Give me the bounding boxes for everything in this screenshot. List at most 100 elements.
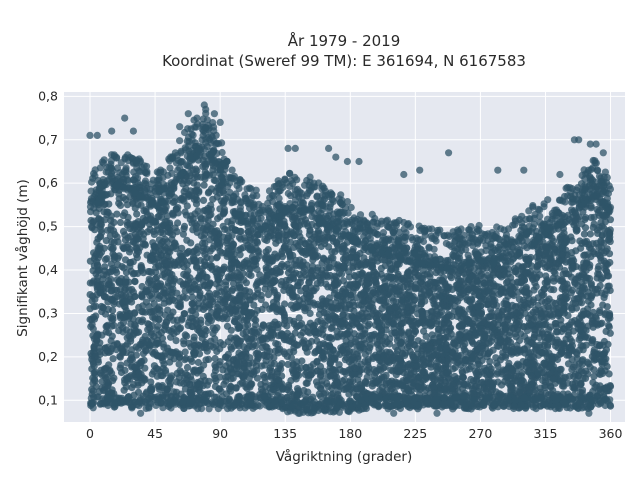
data-point [210,371,218,379]
data-point [419,315,427,323]
data-point [199,382,207,390]
data-point [243,317,251,325]
data-point [195,350,204,358]
data-point [442,333,450,342]
data-point [222,281,230,289]
data-point [254,290,262,298]
data-point [161,235,169,243]
data-point [605,323,613,331]
data-point [206,280,214,288]
data-point [89,313,98,321]
data-point [133,210,141,218]
data-point [188,300,196,308]
data-point [556,365,564,374]
data-point [128,354,136,362]
data-point [108,245,116,253]
data-point [128,384,136,392]
data-point [538,369,546,377]
data-point [530,388,538,396]
data-point [439,301,447,309]
data-point [270,231,278,239]
data-point [204,216,212,224]
data-point [291,329,299,337]
data-point [556,297,564,305]
data-point [589,323,597,331]
data-point [262,301,270,309]
data-point [180,340,188,348]
data-point [528,352,536,360]
data-point [169,308,177,316]
data-point [457,321,465,329]
data-point [396,355,404,363]
data-point [262,343,270,351]
data-point [485,313,493,321]
data-point [361,378,369,386]
data-point [530,334,538,342]
data-point [232,227,241,235]
data-point [185,192,193,201]
data-point [169,198,177,206]
data-point [350,302,358,310]
data-point [605,250,614,258]
data-point [402,349,410,357]
data-point [281,300,289,308]
data-point [577,379,585,387]
data-point [104,305,112,313]
data-point [97,366,105,374]
data-point [304,303,312,312]
data-point [568,265,577,273]
data-point [213,227,221,235]
data-point [428,318,436,326]
data-point [557,350,565,358]
data-point [209,324,217,332]
data-point [243,334,251,343]
data-point [552,320,560,328]
data-point [580,283,588,291]
data-point [100,208,108,216]
data-point [314,367,322,375]
data-point [479,338,487,346]
data-point [560,325,568,333]
data-point [357,384,366,392]
data-point [154,322,162,330]
data-point [119,319,128,327]
data-point [574,319,582,327]
data-point [280,320,288,328]
data-point [601,218,610,226]
data-point [406,318,414,326]
data-point [87,216,95,225]
data-point [568,237,576,245]
data-point [138,282,146,291]
data-point [146,268,154,276]
data-point [423,270,431,278]
data-point [193,369,201,377]
data-point [451,372,459,381]
data-point [250,315,258,323]
data-point [326,359,334,367]
data-point [364,322,372,330]
data-point [266,353,274,361]
data-point [253,280,261,288]
data-point [202,298,210,306]
data-point [283,336,291,344]
data-point [244,361,252,369]
data-point [564,379,572,387]
data-point [216,205,224,213]
data-point [255,252,263,260]
data-point [200,181,208,189]
data-point [470,284,478,292]
data-point [176,303,184,311]
data-point [420,361,428,370]
data-point [459,373,467,382]
data-point [438,327,446,335]
data-point [502,284,510,292]
data-point [91,295,99,303]
data-point [137,359,145,367]
data-point [307,371,315,379]
data-point [128,298,136,306]
data-point [353,294,361,302]
data-point [190,333,198,341]
data-point [212,268,220,276]
data-point [205,289,214,298]
data-point [492,354,500,362]
